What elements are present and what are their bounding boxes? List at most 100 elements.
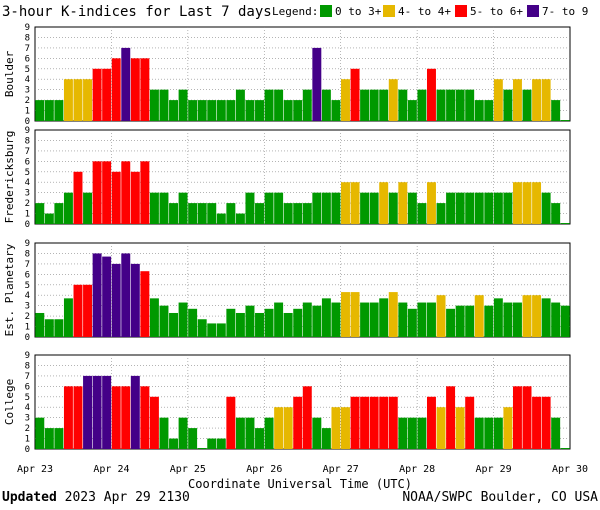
bar: [293, 396, 303, 449]
y-tick-label: 2: [25, 424, 30, 434]
y-tick-label: 8: [25, 33, 30, 43]
y-tick-label: 3: [25, 414, 30, 424]
bar: [474, 192, 484, 224]
bar: [407, 417, 417, 449]
bar: [341, 407, 350, 449]
bar: [522, 386, 532, 449]
bar: [465, 396, 475, 449]
y-tick-label: 2: [25, 312, 30, 322]
bar: [264, 89, 274, 121]
bar: [321, 89, 331, 121]
bar: [207, 438, 217, 449]
bar: [159, 305, 169, 337]
bar: [446, 192, 456, 224]
bar: [264, 192, 274, 224]
y-tick-label: 7: [25, 260, 30, 270]
bar: [274, 302, 284, 337]
bar: [44, 428, 54, 449]
bar: [360, 396, 370, 449]
bar: [111, 171, 121, 224]
bar: [484, 417, 494, 449]
legend-swatch: [455, 5, 467, 17]
bar: [369, 396, 379, 449]
bar: [512, 386, 522, 449]
y-tick-label: 4: [25, 178, 30, 188]
bar: [407, 192, 417, 224]
bar: [121, 161, 131, 224]
bar: [149, 192, 159, 224]
bar: [503, 192, 513, 224]
bar: [140, 386, 150, 449]
bar: [102, 256, 112, 337]
bar: [111, 386, 121, 449]
bar: [255, 428, 264, 449]
bar: [417, 89, 427, 121]
x-tick-label: Apr 24: [93, 464, 129, 475]
bar: [111, 263, 121, 337]
bar: [130, 58, 140, 121]
bar: [331, 192, 341, 224]
bar: [398, 89, 408, 121]
bar: [226, 203, 236, 224]
bar: [63, 386, 73, 449]
bar: [417, 203, 427, 224]
y-axis-label: Boulder: [3, 50, 16, 97]
bar: [207, 323, 217, 337]
bar: [379, 298, 389, 337]
bar: [226, 100, 236, 121]
bar: [532, 182, 542, 224]
y-tick-label: 6: [25, 382, 30, 392]
legend-item-label: 7- to 9: [542, 5, 588, 18]
bar: [159, 89, 169, 121]
y-tick-label: 3: [25, 189, 30, 199]
bar: [388, 192, 398, 224]
legend: 0 to 3+ 4- to 4+ 5- to 6+ 7- to 9: [320, 5, 588, 18]
bar: [455, 407, 465, 449]
bar: [350, 68, 360, 121]
y-tick-label: 3: [25, 302, 30, 312]
bar: [63, 192, 73, 224]
bar: [369, 89, 379, 121]
bar: [140, 58, 150, 121]
y-tick-label: 6: [25, 54, 30, 64]
bar: [197, 203, 207, 224]
legend-swatch: [383, 5, 395, 17]
bar: [149, 396, 159, 449]
bar: [73, 171, 83, 224]
bar: [407, 100, 417, 121]
bar: [379, 89, 389, 121]
legend-label: Legend:: [272, 5, 318, 18]
bar: [293, 100, 303, 121]
bar: [178, 89, 188, 121]
bar: [255, 100, 264, 121]
bar: [169, 312, 179, 337]
bar: [321, 428, 331, 449]
y-tick-label: 9: [25, 351, 30, 361]
bar: [207, 203, 217, 224]
bar: [216, 438, 226, 449]
y-tick-label: 5: [25, 168, 30, 178]
y-tick-label: 5: [25, 393, 30, 403]
bar: [551, 100, 561, 121]
bar: [350, 396, 360, 449]
bar: [197, 100, 207, 121]
updated-value: 2023 Apr 29 2130: [64, 490, 190, 505]
y-tick-label: 1: [25, 107, 30, 117]
bar: [331, 302, 341, 337]
bar: [283, 312, 293, 337]
bar: [54, 319, 64, 337]
y-axis-label: College: [3, 379, 16, 425]
bar: [551, 417, 561, 449]
x-tick-label: Apr 25: [170, 464, 206, 475]
bar: [512, 302, 522, 337]
bar: [484, 305, 494, 337]
legend-item-label: 5- to 6+: [470, 5, 523, 18]
bar: [102, 161, 112, 224]
bar: [302, 386, 312, 449]
bar: [54, 100, 64, 121]
bar: [121, 47, 131, 122]
x-tick-label: Apr 27: [323, 464, 359, 475]
bar: [92, 253, 102, 337]
bar: [188, 428, 198, 449]
